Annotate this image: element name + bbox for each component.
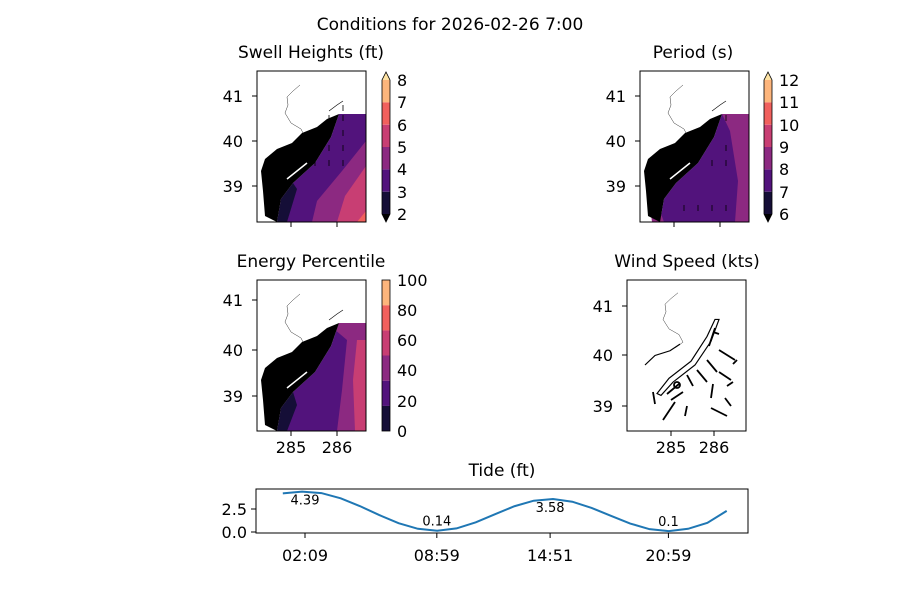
colorbar-tick: 3 — [397, 183, 407, 202]
colorbar-tick: 9 — [779, 138, 789, 157]
lat-tick: 39 — [593, 397, 613, 416]
tide-axes — [255, 488, 749, 534]
tide-annotation: 4.39 — [291, 494, 320, 509]
suptitle: Conditions for 2026-02-26 7:00 — [317, 15, 584, 35]
lon-tick: 286 — [322, 438, 353, 457]
swell-title: Swell Heights (ft) — [238, 43, 384, 63]
swell-band — [277, 183, 297, 222]
swell-band — [357, 211, 366, 222]
energy-band — [277, 392, 297, 431]
wind-panel: Wind Speed (kts) 41 40 39 — [593, 252, 760, 457]
x-tick-label: 14:51 — [527, 546, 573, 565]
colorbar-tick: 8 — [397, 71, 407, 90]
colorbar-tick: 6 — [397, 116, 407, 135]
colorbar-tick: 0 — [397, 422, 407, 441]
colorbar-tick: 7 — [779, 183, 789, 202]
x-tick-label: 08:59 — [414, 546, 460, 565]
x-tick-label: 02:09 — [282, 546, 328, 565]
swell-band — [337, 166, 366, 222]
colorbar-tick: 12 — [779, 71, 799, 90]
energy-title: Energy Percentile — [237, 252, 386, 272]
swell-axes — [256, 70, 367, 223]
period-panel: Period (s) 41 40 39 — [606, 43, 799, 227]
y-tick-label: 2.5 — [222, 500, 247, 519]
lat-tick: 39 — [606, 177, 626, 196]
colorbar-tick: 60 — [397, 331, 417, 350]
tide-annotation: 0.14 — [422, 515, 451, 530]
colorbar-tick: 2 — [397, 205, 407, 224]
swell-colorbar: 2 3 4 5 6 7 8 — [381, 71, 407, 224]
colorbar-tick: 100 — [397, 271, 428, 290]
colorbar-tick: 7 — [397, 93, 407, 112]
colorbar-tick: 80 — [397, 301, 417, 320]
y-tick-label: 0.0 — [222, 523, 247, 542]
lat-tick: 40 — [593, 346, 613, 365]
energy-axes — [256, 279, 367, 432]
lat-tick: 40 — [606, 132, 626, 151]
tide-annotation: 3.58 — [536, 501, 565, 516]
period-title: Period (s) — [653, 43, 734, 63]
colorbar-tick: 5 — [397, 138, 407, 157]
lat-tick: 41 — [223, 87, 243, 106]
lat-tick: 39 — [223, 387, 243, 406]
colorbar-tick: 6 — [779, 205, 789, 224]
wind-title: Wind Speed (kts) — [614, 252, 759, 272]
energy-panel: Energy Percentile 41 40 39 285 286 — [223, 252, 428, 457]
colorbar-tick: 8 — [779, 160, 789, 179]
lat-tick: 41 — [223, 291, 243, 310]
lat-tick: 39 — [223, 177, 243, 196]
tide-chart: Tide (ft) 02:09 08:59 14:51 20:59 0.0 2.5 4.39… — [222, 461, 749, 565]
direction-arrows — [683, 115, 727, 211]
colorbar-tick: 11 — [779, 93, 799, 112]
lat-tick: 40 — [223, 132, 243, 151]
direction-arrows — [300, 105, 344, 166]
wind-barbs — [652, 327, 738, 421]
colorbar-tick: 4 — [397, 160, 407, 179]
tide-title: Tide (ft) — [468, 461, 536, 481]
colorbar-tick: 20 — [397, 392, 417, 411]
lat-tick: 40 — [223, 341, 243, 360]
tide-series-line — [282, 490, 728, 533]
tide-annotation: 0.1 — [658, 515, 679, 530]
coastline — [644, 318, 720, 397]
period-colorbar: 6 7 8 9 10 11 12 — [763, 71, 799, 224]
period-axes — [639, 70, 750, 223]
lon-tick: 286 — [699, 438, 730, 457]
colorbar-tick: 40 — [397, 361, 417, 380]
lat-tick: 41 — [606, 87, 626, 106]
energy-colorbar: 0 20 40 60 80 100 — [381, 271, 428, 441]
lat-tick: 41 — [593, 297, 613, 316]
lon-tick: 285 — [656, 438, 687, 457]
period-band — [722, 114, 749, 222]
lon-tick: 285 — [276, 438, 307, 457]
swell-panel: Swell Heights (ft) 41 40 39 — [223, 43, 407, 227]
colorbar-tick: 10 — [779, 116, 799, 135]
x-tick-label: 20:59 — [645, 546, 691, 565]
energy-band — [353, 340, 366, 431]
